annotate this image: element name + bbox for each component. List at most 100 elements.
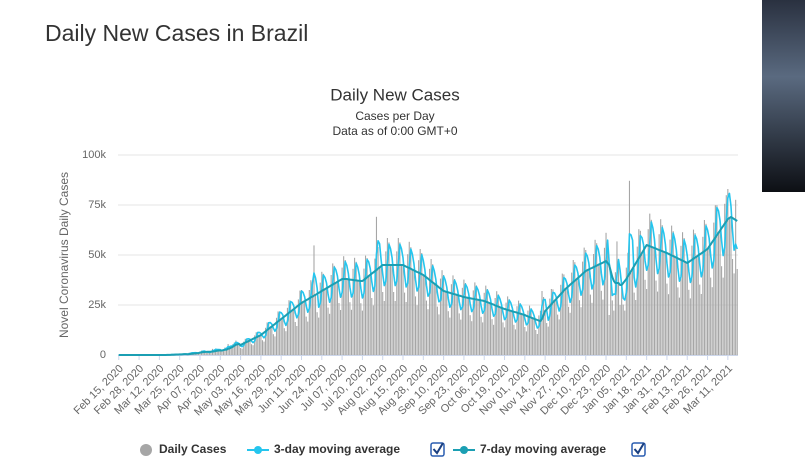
bar [708, 246, 710, 355]
bar [319, 282, 321, 355]
bar [702, 236, 704, 355]
bar [229, 348, 231, 355]
bar [607, 240, 609, 355]
bar [405, 302, 407, 355]
bar [669, 239, 671, 355]
bar [414, 296, 417, 355]
bar [236, 344, 239, 355]
bar [379, 267, 381, 355]
bar [578, 300, 581, 355]
bar [461, 287, 463, 355]
bar [290, 300, 292, 355]
bar [493, 324, 495, 355]
bar [283, 328, 285, 355]
bar [538, 315, 540, 355]
bar [216, 349, 218, 355]
bar [539, 310, 541, 355]
bar [488, 302, 490, 355]
bar [333, 265, 335, 355]
legend-item[interactable]: Daily Cases [140, 442, 227, 456]
bar [602, 299, 604, 355]
bar [249, 340, 251, 355]
bar [722, 277, 724, 355]
bar [421, 253, 423, 355]
bar [628, 180, 631, 355]
bar [321, 271, 323, 355]
bar [204, 351, 206, 355]
bar [454, 279, 456, 355]
bar [269, 327, 271, 355]
bar [346, 279, 348, 355]
bar [377, 247, 379, 355]
bar [518, 300, 520, 355]
legend-label: Daily Cases [159, 442, 227, 456]
bar [707, 249, 709, 355]
bar [393, 292, 395, 355]
bar [585, 250, 587, 355]
bar [725, 195, 727, 355]
bar [439, 278, 442, 355]
bar [464, 283, 467, 355]
bar [322, 273, 324, 355]
checkmark [633, 442, 645, 455]
bar [457, 295, 459, 355]
bar [208, 352, 210, 355]
bar [339, 310, 342, 355]
bar [374, 258, 376, 355]
bar [544, 311, 546, 355]
bar [714, 205, 716, 355]
bar [391, 265, 393, 355]
bar [455, 294, 457, 355]
bar [410, 247, 412, 355]
bar [364, 255, 367, 355]
bar [692, 229, 695, 355]
bar [586, 270, 588, 355]
bar [458, 313, 460, 355]
bar [482, 322, 484, 355]
bar [347, 279, 349, 355]
bar [388, 242, 390, 355]
bar [550, 289, 552, 355]
bar [664, 252, 666, 355]
bar [588, 269, 590, 355]
bar [543, 297, 545, 355]
bar [503, 327, 506, 355]
bar [710, 277, 712, 355]
legend-item[interactable]: 7-day moving average [453, 442, 606, 456]
bar [596, 243, 598, 355]
bar [547, 326, 549, 355]
legend-item[interactable]: 3-day moving average [247, 442, 400, 456]
bar [494, 298, 496, 355]
bar [736, 269, 738, 355]
bar [636, 246, 638, 355]
bar [568, 306, 570, 355]
bar [396, 251, 398, 355]
bar [413, 270, 415, 355]
bar [349, 302, 351, 355]
bar [686, 263, 688, 355]
bar [619, 305, 621, 355]
bar [499, 307, 501, 355]
bar [389, 265, 392, 355]
bar [266, 322, 268, 355]
bar [630, 271, 632, 355]
bar [563, 274, 565, 355]
bar [352, 268, 354, 355]
bar [508, 299, 510, 355]
bar [603, 247, 606, 355]
bar [514, 329, 517, 355]
bar [357, 280, 359, 355]
bar [268, 322, 270, 355]
bar [717, 232, 720, 355]
checkmark [432, 442, 444, 455]
bar [700, 294, 702, 355]
bar [724, 203, 726, 355]
bar [247, 341, 249, 355]
bar [240, 348, 242, 355]
bar [344, 260, 346, 355]
bar [505, 302, 507, 355]
page-title: Daily New Cases in Brazil [45, 20, 308, 46]
bar [513, 324, 515, 355]
bar [325, 288, 328, 355]
